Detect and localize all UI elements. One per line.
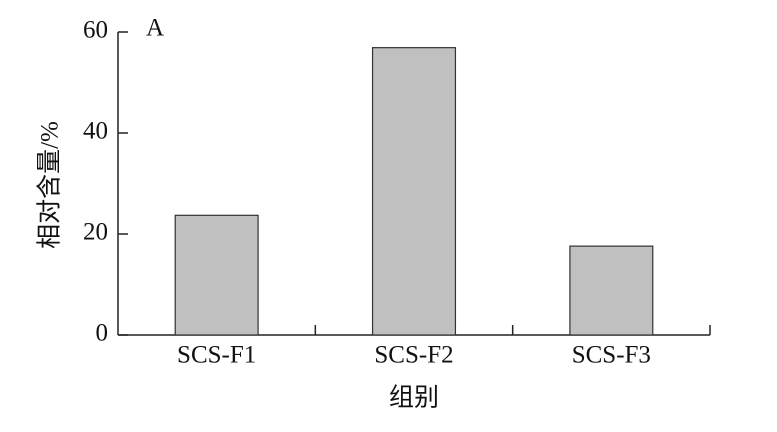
- y-tick-label: 0: [96, 320, 109, 347]
- bar: [174, 214, 259, 336]
- bar: [371, 47, 457, 336]
- y-tick-label: 20: [83, 219, 108, 246]
- x-tick-label: SCS-F2: [374, 342, 453, 369]
- panel-label: A: [146, 15, 164, 42]
- y-tick-label: 60: [83, 17, 108, 44]
- x-tick-label: SCS-F1: [177, 342, 256, 369]
- x-tick-label: SCS-F3: [572, 342, 651, 369]
- y-axis-label: 相对含量/%: [36, 121, 64, 249]
- bar: [569, 245, 654, 336]
- y-tick-label: 40: [83, 118, 108, 145]
- x-axis-label: 组别: [389, 384, 439, 412]
